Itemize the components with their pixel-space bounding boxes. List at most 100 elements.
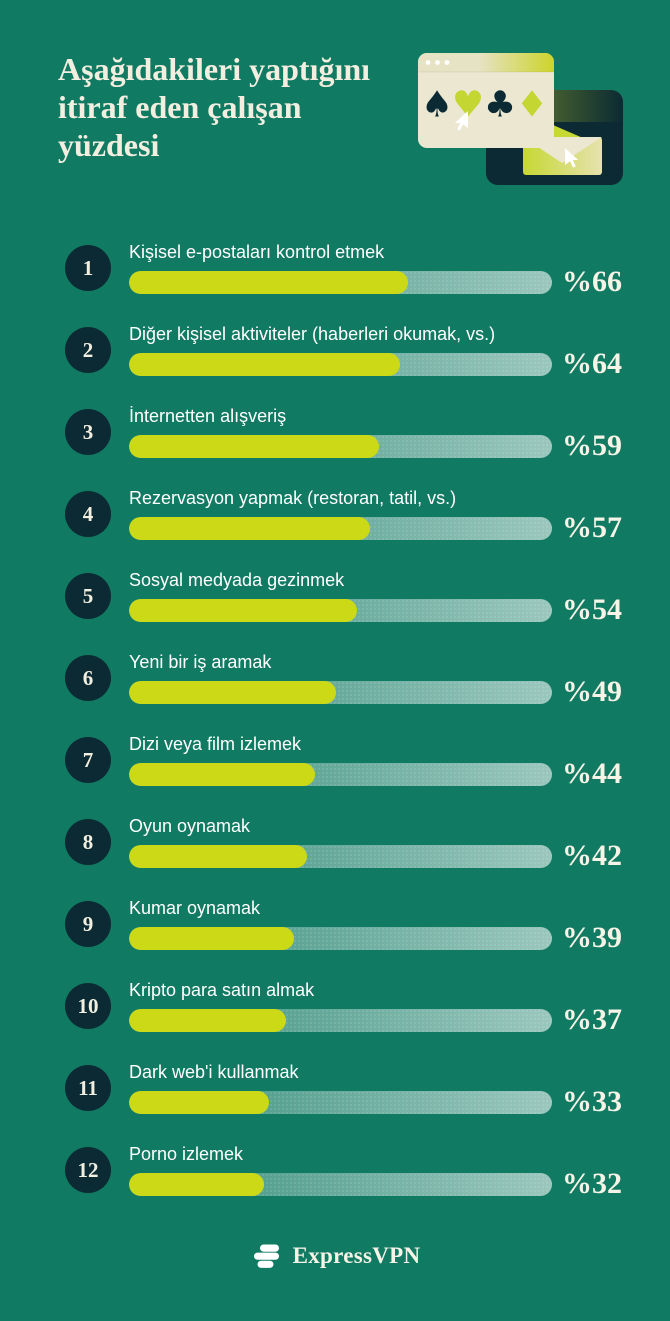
rank-badge: 9 [65, 901, 111, 947]
bar-fill [129, 1173, 265, 1196]
chart-row: 6 Yeni bir iş aramak %49 [65, 651, 655, 708]
bar-fill [129, 1091, 269, 1114]
envelope-cursor-icon [565, 148, 579, 168]
rank-number: 4 [82, 501, 94, 526]
bar-track [129, 845, 552, 868]
rank-badge: 4 [65, 491, 111, 537]
bar-fill [129, 435, 379, 458]
bar-group: Rezervasyon yapmak (restoran, tatil, vs.… [129, 487, 552, 540]
browser-titlebar [418, 53, 554, 72]
rank-badge: 11 [65, 1065, 111, 1111]
rank-badge: 1 [65, 245, 111, 291]
window-dot [425, 60, 431, 65]
page-title-line: itiraf eden çalışan [58, 89, 302, 125]
bar-label: Yeni bir iş aramak [129, 652, 272, 672]
bar-value: %57 [562, 511, 622, 544]
bar-fill [129, 845, 307, 868]
bar-value: %64 [562, 347, 622, 380]
bar-label: Dark web'i kullanmak [129, 1062, 299, 1082]
chart-row: 1 Kişisel e-postaları kontrol etmek %66 [65, 241, 655, 298]
chart-row: 9 Kumar oynamak %39 [65, 897, 655, 954]
brand-wordmark: ExpressVPN [292, 1243, 421, 1268]
bar-track [129, 681, 552, 704]
bar-label: Diğer kişisel aktiviteler (haberleri oku… [129, 324, 496, 344]
bar-group: Kumar oynamak [129, 897, 552, 950]
bar-value: %66 [562, 265, 622, 298]
bar-track [129, 599, 552, 622]
bar-group: İnternetten alışveriş [129, 405, 552, 458]
bar-group: Sosyal medyada gezinmek [129, 569, 552, 622]
rank-number: 7 [82, 747, 94, 772]
browser-window: ♠ ♥ ♣ ♦ [418, 53, 554, 148]
bar-value: %37 [562, 1003, 622, 1036]
bar-track [129, 1173, 552, 1196]
bar-label: Dizi veya film izlemek [129, 734, 302, 754]
bar-group: Kişisel e-postaları kontrol etmek [129, 241, 552, 294]
bar-group: Kripto para satın almak [129, 979, 552, 1032]
bar-fill [129, 681, 337, 704]
hero-illustration: ♠ ♥ ♣ ♦ [405, 40, 640, 200]
bar-value: %32 [562, 1167, 622, 1200]
bar-group: Dizi veya film izlemek [129, 733, 552, 786]
bar-group: Yeni bir iş aramak [129, 651, 552, 704]
expressvpn-logo-icon [253, 1244, 279, 1268]
bar-track [129, 1009, 552, 1032]
rank-number: 10 [77, 993, 99, 1018]
chart-row: 4 Rezervasyon yapmak (restoran, tatil, vs… [65, 487, 655, 544]
diamond-suit-icon: ♦ [516, 85, 548, 126]
bar-track [129, 517, 552, 540]
rank-number: 2 [82, 337, 94, 362]
rank-number: 11 [78, 1075, 98, 1100]
page-title-line: yüzdesi [58, 127, 160, 163]
chart-row: 7 Dizi veya film izlemek %44 [65, 733, 655, 790]
rank-badge: 3 [65, 409, 111, 455]
bar-value: %54 [562, 593, 622, 626]
spade-suit-icon: ♠ [421, 85, 453, 126]
bar-value: %42 [562, 839, 622, 872]
brand-footer: ExpressVPN [0, 1241, 670, 1271]
bar-track [129, 435, 552, 458]
chart-row: 11 Dark web'i kullanmak %33 [65, 1061, 655, 1118]
rank-badge: 12 [65, 1147, 111, 1193]
rank-badge: 8 [65, 819, 111, 865]
bar-group: Oyun oynamak [129, 815, 552, 868]
bar-group: Dark web'i kullanmak [129, 1061, 552, 1114]
chart-row: 2 Diğer kişisel aktiviteler (haberleri ok… [65, 323, 655, 380]
chart-row: 10 Kripto para satın almak %37 [65, 979, 655, 1036]
bar-track [129, 271, 552, 294]
bar-label: Oyun oynamak [129, 816, 251, 836]
hero-graphic: ♠ ♥ ♣ ♦ [418, 53, 623, 185]
chart-row: 5 Sosyal medyada gezinmek %54 [65, 569, 655, 626]
bar-value: %39 [562, 921, 622, 954]
chart-row: 12 Porno izlemek %32 [65, 1143, 655, 1200]
bar-track [129, 353, 552, 376]
rank-badge: 10 [65, 983, 111, 1029]
window-dot [444, 60, 450, 65]
bar-group: Diğer kişisel aktiviteler (haberleri oku… [129, 323, 552, 376]
bar-fill [129, 599, 358, 622]
bar-group: Porno izlemek [129, 1143, 552, 1196]
bar-label: Kumar oynamak [129, 898, 261, 918]
rank-number: 3 [82, 419, 94, 444]
page-title-line: Aşağıdakileri yaptığını [58, 51, 371, 87]
rank-number: 6 [82, 665, 94, 690]
rank-badge: 6 [65, 655, 111, 701]
bar-label: Sosyal medyada gezinmek [129, 570, 345, 590]
rank-number: 9 [82, 911, 94, 936]
bar-rows: 1 Kişisel e-postaları kontrol etmek %66 2 Di… [65, 241, 655, 1225]
window-dot [435, 60, 440, 65]
rank-number: 8 [82, 829, 94, 854]
club-suit-icon: ♣ [484, 85, 516, 126]
rank-badge: 2 [65, 327, 111, 373]
bar-fill [129, 271, 409, 294]
bar-fill [129, 517, 371, 540]
bar-fill [129, 927, 294, 950]
cursor-icon [454, 111, 468, 131]
bar-fill [129, 1009, 286, 1032]
rank-number: 12 [77, 1157, 99, 1182]
chart-row: 8 Oyun oynamak %42 [65, 815, 655, 872]
bar-track [129, 1091, 552, 1114]
chart-row: 3 İnternetten alışveriş %59 [65, 405, 655, 462]
rank-number: 1 [82, 255, 94, 280]
